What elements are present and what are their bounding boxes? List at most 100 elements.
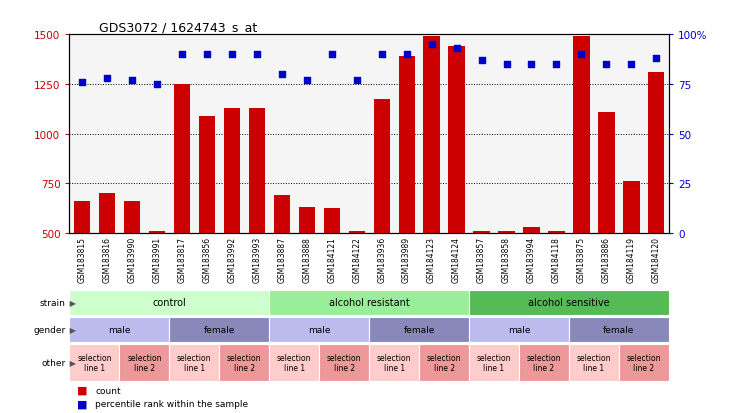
Bar bbox=[374, 100, 390, 233]
Text: ■: ■ bbox=[77, 399, 87, 408]
Bar bbox=[469, 317, 569, 342]
Text: GSM183989: GSM183989 bbox=[402, 236, 411, 282]
Text: GSM183993: GSM183993 bbox=[252, 236, 261, 282]
Text: male: male bbox=[308, 325, 330, 334]
Text: alcohol sensitive: alcohol sensitive bbox=[529, 297, 610, 308]
Text: selection
line 1: selection line 1 bbox=[177, 353, 211, 372]
Bar bbox=[499, 231, 515, 233]
Bar bbox=[469, 290, 669, 315]
Text: male: male bbox=[108, 325, 131, 334]
Point bbox=[476, 57, 488, 64]
Point bbox=[626, 62, 637, 68]
Bar bbox=[419, 344, 469, 381]
Bar bbox=[99, 194, 115, 233]
Text: GSM183888: GSM183888 bbox=[302, 236, 311, 282]
Bar bbox=[369, 344, 419, 381]
Point bbox=[126, 77, 137, 84]
Bar bbox=[69, 344, 119, 381]
Text: GSM183887: GSM183887 bbox=[277, 236, 287, 282]
Bar bbox=[469, 344, 519, 381]
Point bbox=[226, 52, 238, 58]
Text: GSM184124: GSM184124 bbox=[452, 236, 461, 282]
Bar bbox=[569, 317, 669, 342]
Bar bbox=[398, 57, 414, 233]
Bar bbox=[199, 116, 215, 233]
Point bbox=[501, 62, 512, 68]
Bar bbox=[74, 202, 90, 233]
Point bbox=[101, 76, 113, 82]
Text: gender: gender bbox=[34, 325, 66, 334]
Point bbox=[575, 52, 587, 58]
Text: selection
line 1: selection line 1 bbox=[477, 353, 511, 372]
Bar bbox=[324, 209, 340, 233]
Text: GSM184120: GSM184120 bbox=[652, 236, 661, 282]
Bar bbox=[269, 290, 469, 315]
Text: selection
line 1: selection line 1 bbox=[577, 353, 611, 372]
Point bbox=[651, 56, 662, 62]
Text: percentile rank within the sample: percentile rank within the sample bbox=[95, 399, 248, 408]
Text: selection
line 2: selection line 2 bbox=[527, 353, 561, 372]
Text: GSM184119: GSM184119 bbox=[627, 236, 636, 282]
Point bbox=[176, 52, 188, 58]
Point bbox=[201, 52, 213, 58]
Bar bbox=[124, 202, 140, 233]
Text: GSM183816: GSM183816 bbox=[102, 236, 111, 282]
Text: GSM183994: GSM183994 bbox=[527, 236, 536, 282]
Bar bbox=[170, 317, 269, 342]
Text: female: female bbox=[603, 325, 635, 334]
Point bbox=[376, 52, 387, 58]
Bar bbox=[369, 317, 469, 342]
Text: GSM183817: GSM183817 bbox=[178, 236, 186, 282]
Text: other: other bbox=[42, 358, 66, 367]
Text: GSM183991: GSM183991 bbox=[152, 236, 162, 282]
Text: count: count bbox=[95, 386, 121, 394]
Text: strain: strain bbox=[40, 298, 66, 307]
Text: GDS3072 / 1624743_s_at: GDS3072 / 1624743_s_at bbox=[99, 21, 257, 34]
Bar bbox=[569, 344, 619, 381]
Point bbox=[326, 52, 338, 58]
Text: selection
line 2: selection line 2 bbox=[127, 353, 162, 372]
Text: selection
line 2: selection line 2 bbox=[427, 353, 461, 372]
Bar bbox=[148, 231, 165, 233]
Bar bbox=[269, 344, 319, 381]
Text: ■: ■ bbox=[77, 385, 87, 395]
Bar bbox=[219, 344, 269, 381]
Text: selection
line 2: selection line 2 bbox=[227, 353, 262, 372]
Bar bbox=[619, 344, 669, 381]
Text: GSM184118: GSM184118 bbox=[552, 236, 561, 282]
Point bbox=[451, 46, 463, 52]
Text: selection
line 1: selection line 1 bbox=[77, 353, 112, 372]
Text: GSM183936: GSM183936 bbox=[377, 236, 386, 282]
Bar bbox=[349, 231, 365, 233]
Bar bbox=[269, 317, 369, 342]
Text: selection
line 2: selection line 2 bbox=[327, 353, 361, 372]
Bar bbox=[519, 344, 569, 381]
Text: ▶: ▶ bbox=[67, 358, 75, 367]
Bar bbox=[474, 231, 490, 233]
Bar bbox=[624, 182, 640, 233]
Text: ▶: ▶ bbox=[67, 325, 75, 334]
Text: GSM184122: GSM184122 bbox=[352, 236, 361, 282]
Text: GSM184121: GSM184121 bbox=[327, 236, 336, 282]
Bar bbox=[69, 317, 170, 342]
Text: GSM183886: GSM183886 bbox=[602, 236, 611, 282]
Text: male: male bbox=[508, 325, 530, 334]
Bar bbox=[174, 85, 190, 233]
Text: GSM183857: GSM183857 bbox=[477, 236, 486, 282]
Text: control: control bbox=[153, 297, 186, 308]
Bar bbox=[523, 228, 539, 233]
Bar bbox=[319, 344, 369, 381]
Point bbox=[351, 77, 363, 84]
Bar bbox=[448, 47, 465, 233]
Bar bbox=[224, 109, 240, 233]
Text: female: female bbox=[404, 325, 435, 334]
Point bbox=[151, 81, 163, 88]
Bar bbox=[423, 37, 440, 233]
Point bbox=[425, 42, 437, 48]
Bar bbox=[648, 73, 664, 233]
Point bbox=[251, 52, 262, 58]
Text: GSM183856: GSM183856 bbox=[202, 236, 211, 282]
Bar bbox=[119, 344, 170, 381]
Text: GSM184123: GSM184123 bbox=[427, 236, 436, 282]
Text: female: female bbox=[204, 325, 235, 334]
